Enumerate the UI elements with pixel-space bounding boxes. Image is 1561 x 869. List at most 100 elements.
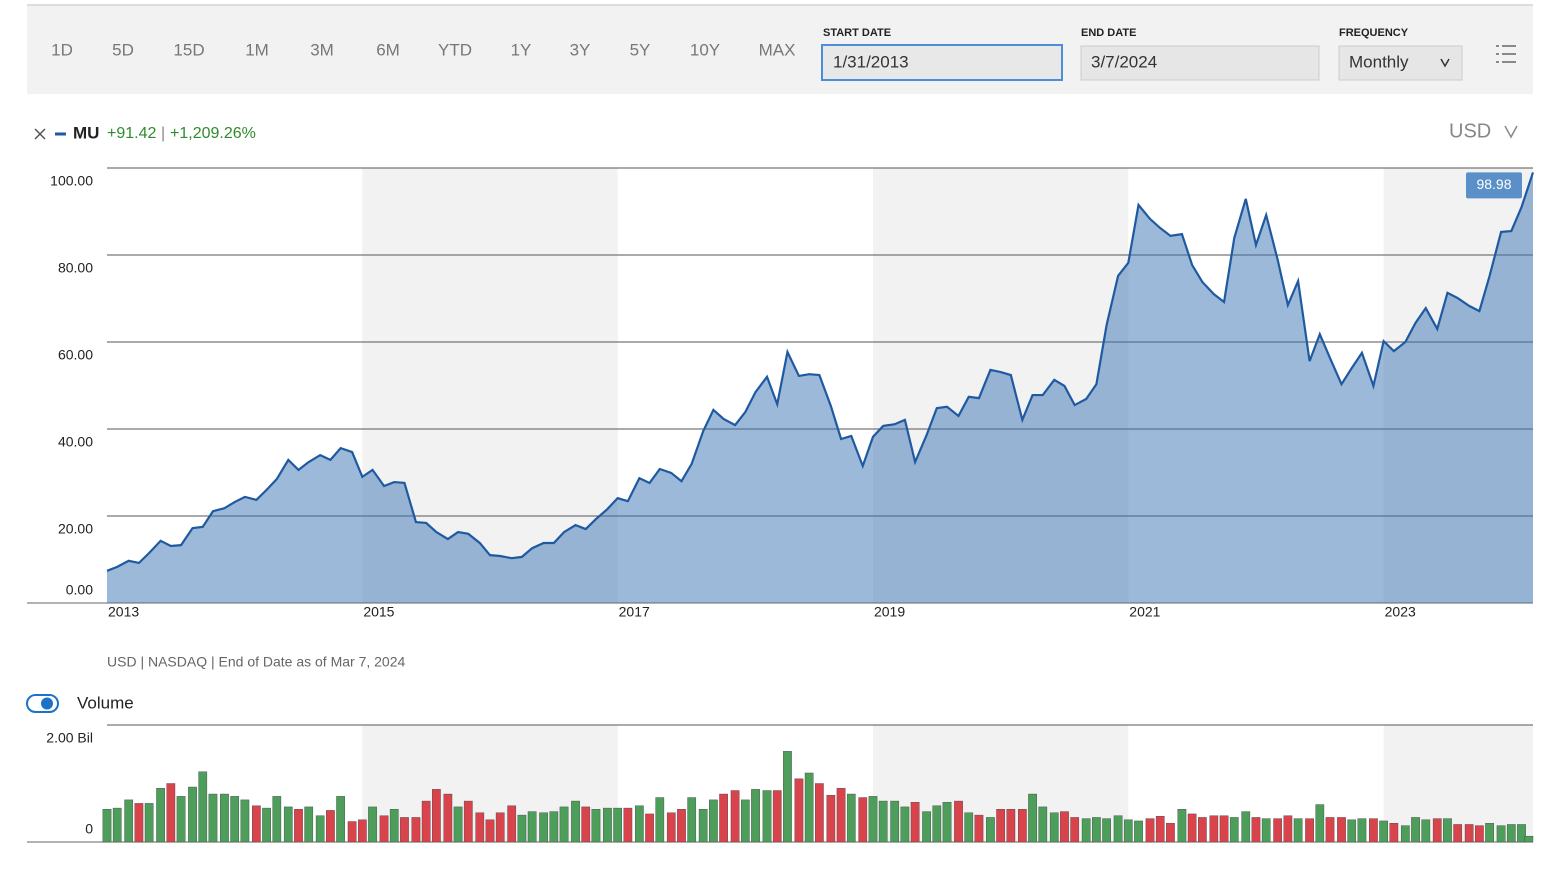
range-button[interactable]: MAX bbox=[759, 40, 796, 59]
footnote: USD | NASDAQ | End of Date as of Mar 7, … bbox=[107, 654, 406, 670]
range-button[interactable]: 15D bbox=[173, 40, 204, 59]
range-button[interactable]: 1D bbox=[51, 40, 73, 59]
start-date-value: 1/31/2013 bbox=[833, 52, 909, 71]
remove-icon[interactable] bbox=[34, 128, 46, 140]
volume-bar bbox=[144, 803, 154, 843]
volume-bar bbox=[804, 772, 814, 843]
volume-bar bbox=[1028, 793, 1037, 843]
volume-bar bbox=[220, 793, 229, 843]
volume-bar bbox=[1305, 818, 1314, 843]
volume-bar bbox=[954, 800, 963, 843]
volume-bar bbox=[890, 800, 900, 843]
volume-bar bbox=[379, 815, 389, 843]
volume-bar bbox=[1038, 806, 1048, 843]
volume-bar bbox=[507, 805, 517, 843]
volume-bar bbox=[1102, 818, 1111, 843]
volume-bar bbox=[1123, 819, 1133, 843]
currency-chevron bbox=[1504, 125, 1518, 139]
volume-bar bbox=[1198, 817, 1207, 843]
volume-bar bbox=[1443, 818, 1452, 843]
range-button[interactable]: 5D bbox=[112, 40, 134, 59]
volume-bar bbox=[772, 790, 782, 843]
volume-bar bbox=[868, 796, 878, 843]
volume-bar bbox=[208, 793, 218, 843]
volume-bar bbox=[974, 814, 984, 843]
y-tick-label: 80.00 bbox=[58, 260, 93, 276]
volume-bar bbox=[1325, 817, 1335, 843]
volume-bar bbox=[826, 795, 836, 843]
range-button[interactable]: 1M bbox=[245, 40, 269, 59]
start-date-input[interactable] bbox=[821, 44, 1063, 81]
toggle-knob bbox=[41, 697, 53, 710]
volume-bar bbox=[411, 817, 421, 843]
volume-bar bbox=[1006, 809, 1016, 843]
volume-bar bbox=[1081, 818, 1091, 843]
volume-bar bbox=[1517, 824, 1526, 843]
volume-bar bbox=[166, 783, 176, 843]
range-button[interactable]: 3Y bbox=[570, 40, 591, 59]
volume-bar bbox=[262, 807, 271, 843]
volume-bar bbox=[645, 813, 654, 843]
price-area bbox=[107, 172, 1533, 603]
volume-bar bbox=[815, 783, 824, 843]
volume-bar bbox=[1049, 812, 1059, 843]
volume-bar bbox=[1092, 817, 1101, 843]
volume-bar bbox=[1411, 817, 1420, 843]
range-button[interactable]: YTD bbox=[438, 40, 472, 59]
volume-bar bbox=[304, 806, 314, 843]
volume-bar bbox=[1113, 815, 1123, 843]
range-button[interactable]: 10Y bbox=[690, 40, 720, 59]
volume-bar bbox=[294, 809, 303, 843]
volume-bar bbox=[794, 778, 804, 843]
y-tick-label: 0 bbox=[85, 821, 93, 837]
volume-bar bbox=[1337, 817, 1346, 843]
range-button[interactable]: 6M bbox=[376, 40, 400, 59]
volume-bar bbox=[1464, 824, 1474, 843]
volume-bar bbox=[836, 787, 846, 843]
volume-bar bbox=[878, 800, 888, 843]
volume-bar bbox=[272, 796, 282, 843]
volume-bar bbox=[283, 806, 293, 843]
range-buttons: 1D 5D 15D 1M 3M 6M YTD 1Y 3Y 5Y 10Y MAX bbox=[51, 40, 795, 59]
volume-bar bbox=[389, 809, 399, 843]
volume-bar bbox=[475, 812, 485, 843]
volume-bar bbox=[922, 811, 931, 843]
volume-bar bbox=[1273, 818, 1283, 843]
price-line bbox=[106, 172, 1535, 572]
volume-bar bbox=[1017, 809, 1027, 843]
x-tick-label: 2013 bbox=[108, 604, 139, 620]
frequency-select[interactable] bbox=[1338, 45, 1463, 81]
volume-bar bbox=[1261, 818, 1271, 843]
volume-bar bbox=[1241, 811, 1251, 843]
range-button[interactable]: 1Y bbox=[511, 40, 532, 59]
menu-icon[interactable] bbox=[1496, 45, 1516, 63]
volume-bar bbox=[559, 806, 569, 843]
volume-bar bbox=[603, 807, 612, 843]
volume-bar bbox=[527, 811, 537, 843]
range-button[interactable]: 5Y bbox=[630, 40, 651, 59]
volume-bar bbox=[252, 805, 261, 843]
x-tick-label: 2023 bbox=[1385, 604, 1416, 620]
y-tick-label: 20.00 bbox=[58, 521, 93, 537]
range-button[interactable]: 3M bbox=[310, 40, 334, 59]
volume-bar bbox=[1145, 818, 1155, 843]
volume-bar bbox=[613, 807, 623, 843]
volume-bar bbox=[240, 799, 250, 843]
volume-bar bbox=[846, 793, 856, 843]
volume-bar bbox=[188, 786, 197, 843]
volume-bar bbox=[176, 796, 186, 843]
volume-bar bbox=[623, 807, 633, 843]
currency-select[interactable]: USD bbox=[1449, 120, 1491, 142]
volume-bar bbox=[751, 789, 760, 843]
volume-bar bbox=[1524, 835, 1534, 843]
volume-bar bbox=[539, 812, 548, 843]
volume-bar bbox=[635, 805, 644, 843]
end-date-input[interactable] bbox=[1080, 45, 1320, 81]
volume-bar bbox=[1229, 817, 1239, 843]
y-tick-label: 100.00 bbox=[50, 173, 93, 189]
volume-bar bbox=[698, 809, 708, 843]
volume-bar bbox=[1421, 819, 1431, 843]
volume-bar bbox=[942, 802, 952, 843]
volume-bar bbox=[1347, 819, 1357, 843]
volume-bar bbox=[1432, 818, 1442, 843]
